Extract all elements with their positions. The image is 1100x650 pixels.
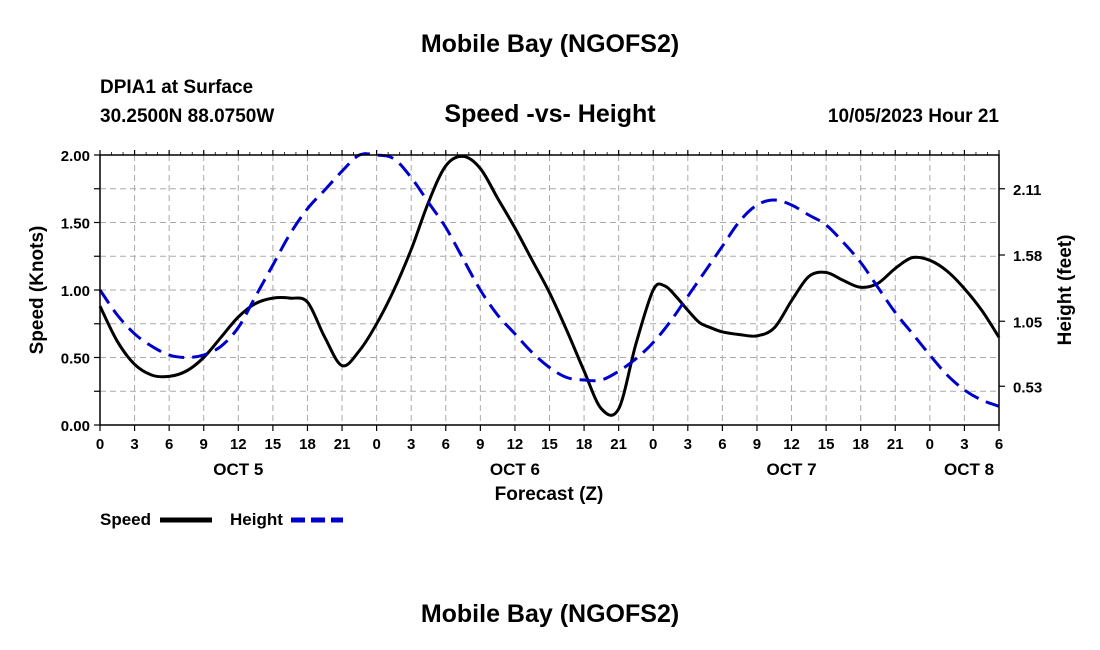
coordinates-label: 30.2500N 88.0750W [100, 106, 275, 127]
x-tick-label: 15 [265, 436, 282, 453]
plot-frame [99, 154, 1000, 426]
date-label: OCT 5 [213, 460, 263, 479]
x-tick-label: 3 [684, 436, 692, 453]
legend: Speed Height [100, 510, 343, 529]
x-tick-label: 6 [165, 436, 173, 453]
datetime-label: 10/05/2023 Hour 21 [827, 106, 999, 127]
speed-series-line [98, 154, 1001, 417]
y-tick-label: 2.00 [61, 148, 90, 165]
y2-tick-label: 1.05 [1013, 314, 1042, 331]
chart-title: Speed -vs- Height [444, 100, 656, 128]
y-tick-label: 1.00 [61, 283, 90, 300]
x-tick-label: 15 [541, 436, 558, 453]
y2-tick-label: 1.58 [1013, 248, 1042, 265]
x-tick-label: 6 [995, 436, 1003, 453]
axis-labels: 0 3 6 9 12 15 18 21 0 3 6 9 12 15 18 21 0 3 6 9 12 15 18 21 0 3 6O… [61, 148, 1042, 479]
y2-axis-label: Height (feet) [1055, 235, 1076, 346]
x-tick-label: 0 [96, 436, 104, 453]
x-tick-label: 9 [200, 436, 208, 453]
x-tick-label: 21 [334, 436, 351, 453]
legend-height-label: Height [230, 510, 283, 529]
x-tick-label: 18 [852, 436, 869, 453]
x-tick-label: 21 [887, 436, 904, 453]
footer-title: Mobile Bay (NGOFS2) [420, 600, 680, 628]
x-tick-label: 12 [507, 436, 524, 453]
x-tick-label: 9 [476, 436, 484, 453]
y-tick-label: 0.50 [61, 351, 90, 368]
y-axis-label: Speed (Knots) [27, 226, 48, 355]
date-label: OCT 7 [767, 460, 817, 479]
x-tick-label: 15 [818, 436, 835, 453]
x-tick-label: 0 [926, 436, 934, 453]
x-tick-label: 12 [230, 436, 247, 453]
y2-tick-label: 2.11 [1013, 182, 1041, 199]
y-tick-label: 1.50 [61, 216, 90, 233]
x-tick-label: 3 [130, 436, 138, 453]
x-tick-label: 0 [649, 436, 657, 453]
station-label: DPIA1 at Surface [100, 77, 254, 98]
x-tick-label: 3 [407, 436, 415, 453]
date-label: OCT 6 [490, 460, 540, 479]
x-tick-label: 18 [299, 436, 316, 453]
x-tick-label: 21 [610, 436, 627, 453]
y2-tick-label: 0.53 [1013, 379, 1042, 396]
height-series-line [98, 152, 1000, 408]
x-tick-label: 18 [576, 436, 593, 453]
x-tick-label: 0 [372, 436, 380, 453]
x-tick-label: 6 [718, 436, 726, 453]
legend-speed-label: Speed [100, 510, 151, 529]
series-group [98, 152, 1001, 417]
x-tick-label: 6 [442, 436, 450, 453]
x-tick-label: 9 [753, 436, 761, 453]
x-tick-label: 3 [960, 436, 968, 453]
page-title: Mobile Bay (NGOFS2) [420, 30, 680, 58]
x-axis-label: Forecast (Z) [495, 484, 604, 505]
x-tick-label: 12 [783, 436, 800, 453]
y-tick-label: 0.00 [61, 418, 90, 435]
date-label: OCT 8 [944, 460, 994, 479]
